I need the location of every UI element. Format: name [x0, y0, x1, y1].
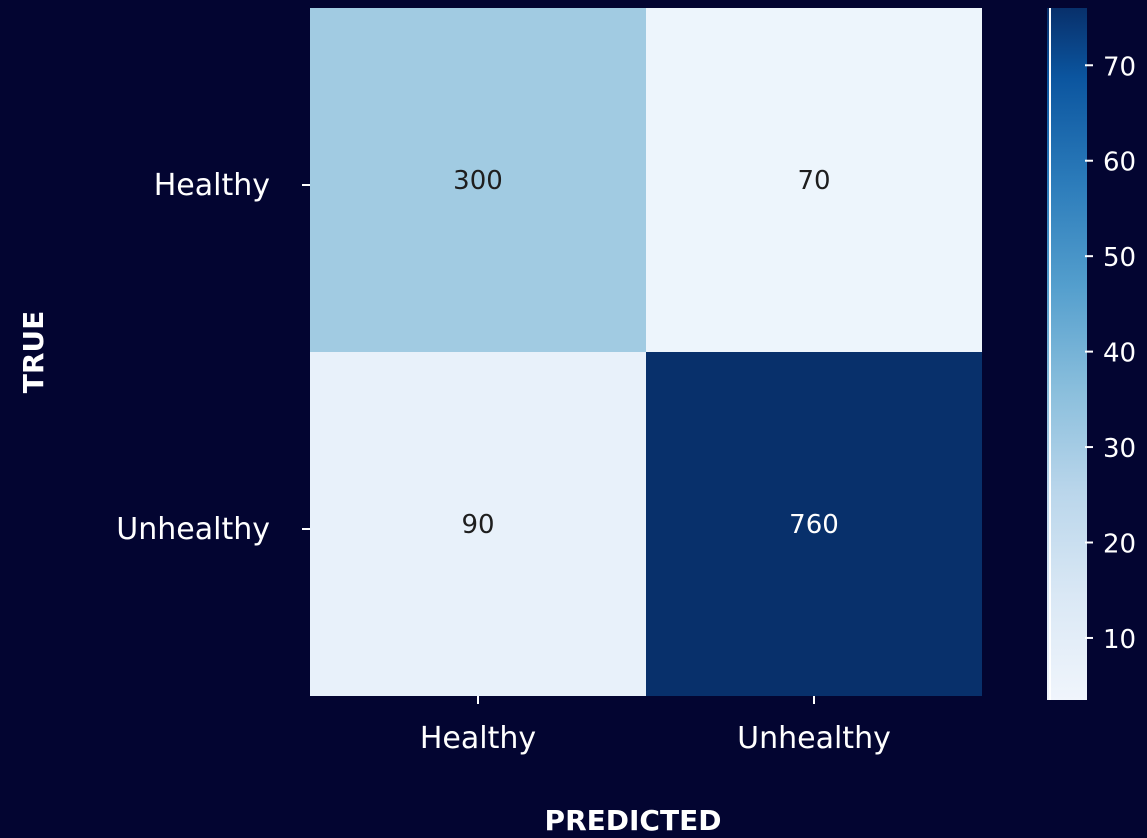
heatmap-cell-0-0 — [310, 8, 646, 352]
cell-value-label: 90 — [461, 510, 494, 540]
heatmap-cell-1-1 — [646, 352, 982, 696]
x-axis-title: PREDICTED — [545, 804, 722, 834]
heatmap-cell-0-1 — [646, 8, 982, 352]
y-axis-title: TRUE — [17, 311, 50, 394]
colorbar: 10 20 30 40 50 60 70 — [1047, 8, 1136, 700]
x-tick-label: Unhealthy — [737, 721, 891, 756]
colorbar-tick-label: 30 — [1103, 434, 1136, 464]
heatmap-axes: Healthy Unhealthy Healthy Unhealthy PREDICTE… — [17, 168, 891, 837]
colorbar-tick-label: 70 — [1103, 52, 1136, 82]
colorbar-tick-label: 40 — [1103, 339, 1136, 369]
colorbar-tick-label: 60 — [1103, 148, 1136, 178]
heatmap-cells: 300 70 90 760 — [310, 8, 982, 696]
cell-value-label: 760 — [789, 510, 839, 540]
heatmap-cell-1-0 — [310, 352, 646, 696]
cell-value-label: 70 — [797, 166, 830, 196]
x-tick-label: Healthy — [420, 721, 536, 756]
y-tick-label: Unhealthy — [116, 512, 270, 547]
cell-value-label: 300 — [453, 166, 503, 196]
y-tick-label: Healthy — [154, 168, 270, 203]
colorbar-tick-label: 20 — [1103, 530, 1136, 560]
colorbar-tick-label: 50 — [1103, 243, 1136, 273]
colorbar-tick-label: 10 — [1103, 625, 1136, 655]
colorbar-gradient — [1047, 8, 1087, 700]
